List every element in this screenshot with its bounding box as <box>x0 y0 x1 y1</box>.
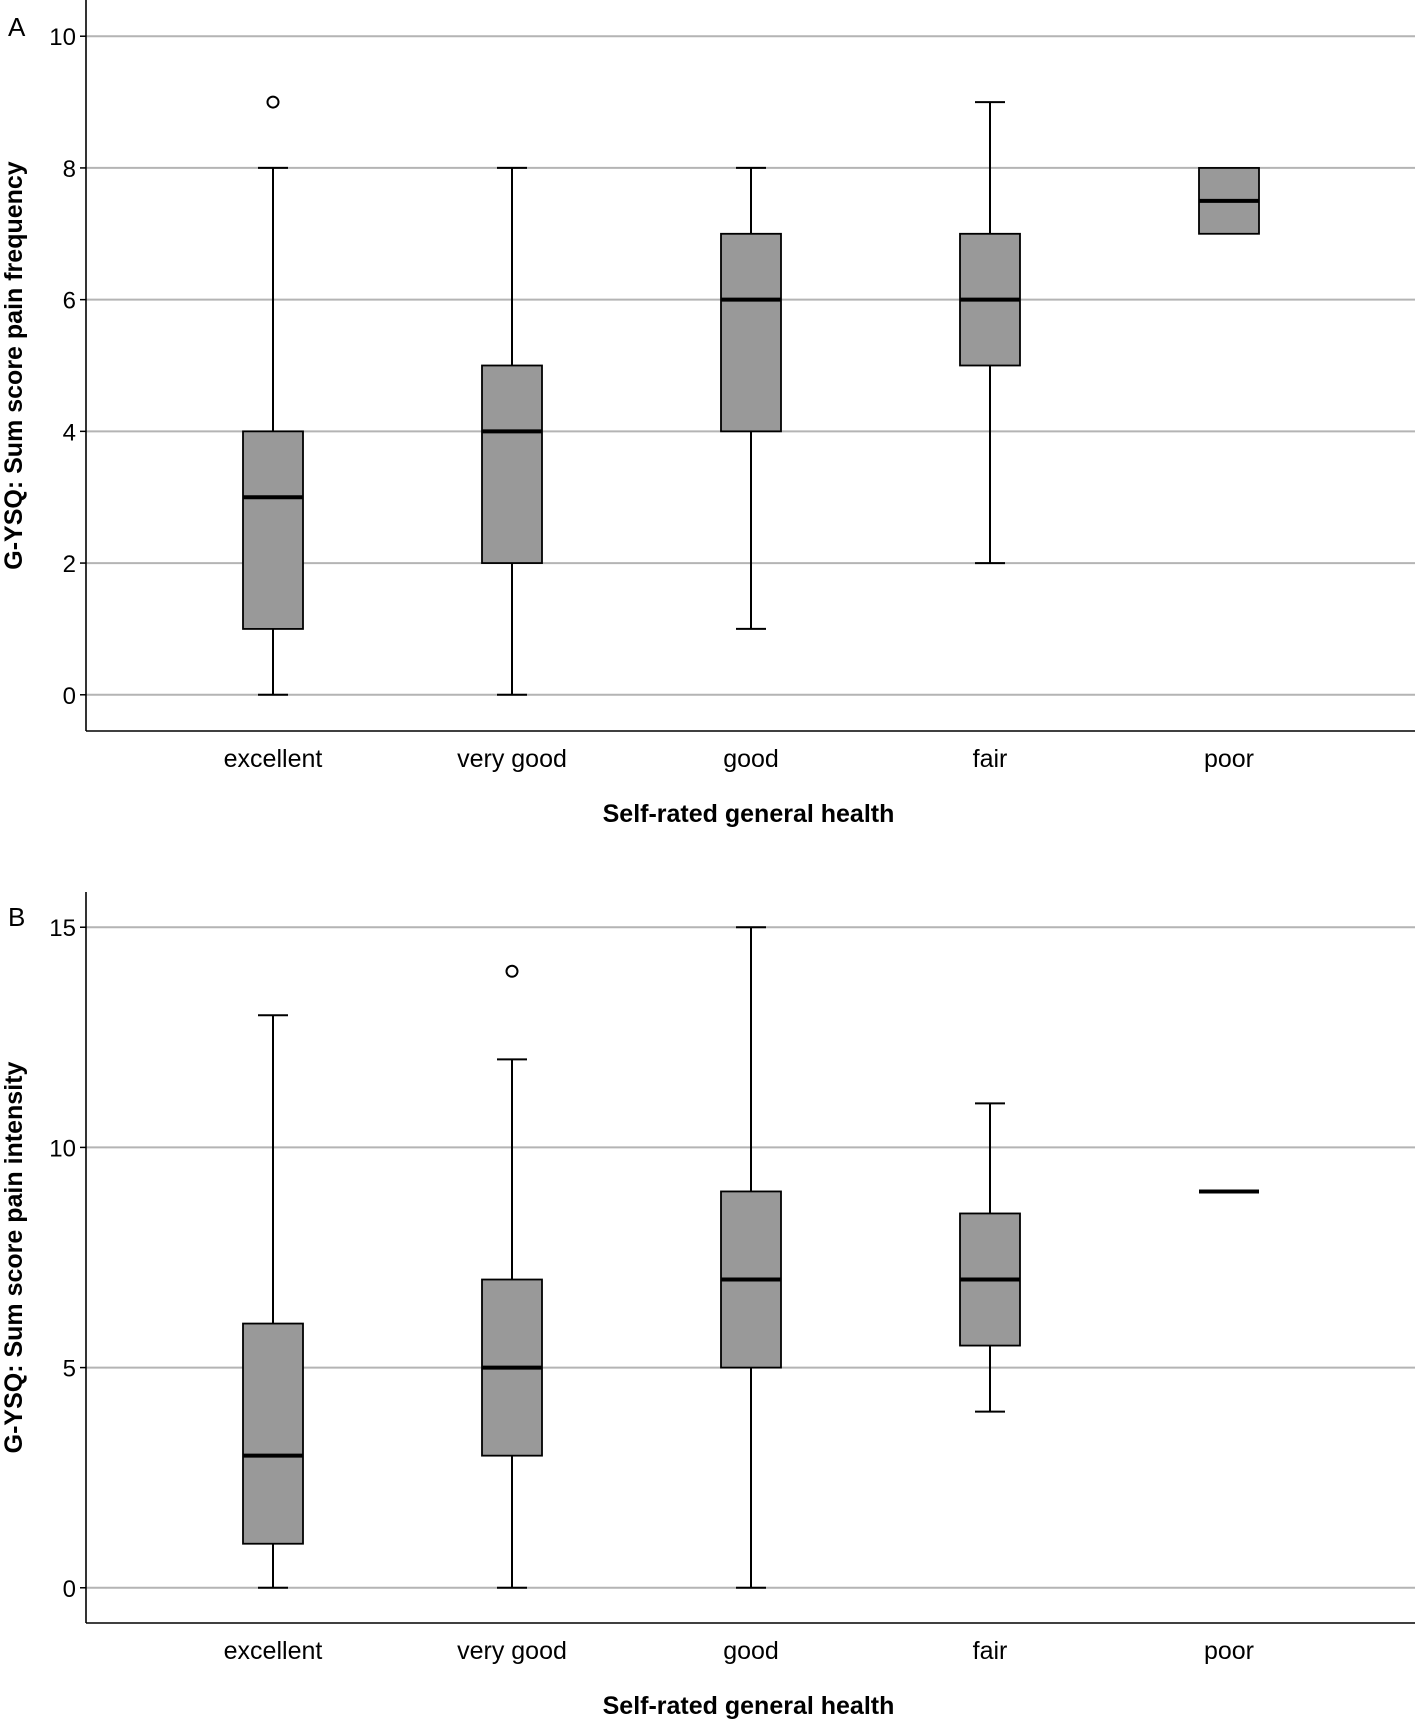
y-axis-title: G-YSQ: Sum score pain intensity <box>0 1062 28 1454</box>
box-fair <box>959 101 1021 565</box>
x-tick-label: good <box>723 1637 779 1665</box>
x-axis-title: Self-rated general health <box>603 1692 895 1720</box>
box-poor <box>1198 167 1260 235</box>
y-tick-label: 4 <box>63 419 76 446</box>
x-tick-label: fair <box>973 1637 1008 1665</box>
box-excellent <box>242 95 304 696</box>
x-tick-label: poor <box>1204 745 1254 773</box>
outlier-point <box>266 95 280 109</box>
y-tick-label: 0 <box>63 683 76 710</box>
panel-letter: B <box>8 902 25 932</box>
box-excellent <box>242 1014 304 1589</box>
box-body <box>242 1322 304 1545</box>
y-tick-label: 10 <box>49 1135 76 1162</box>
box-very-good <box>481 166 543 696</box>
y-tick-label: 6 <box>63 288 76 315</box>
y-tick-label: 8 <box>63 156 76 183</box>
x-tick-label: fair <box>973 745 1008 773</box>
box-body <box>720 232 782 433</box>
y-tick-label: 15 <box>49 915 76 942</box>
y-axis-title: G-YSQ: Sum score pain frequency <box>0 161 28 570</box>
chart-panel-b: B 0 5 10 15 excellent very good good fair poor Sel… <box>0 892 1415 1720</box>
panel-letter: A <box>8 12 26 42</box>
box-very-good <box>481 964 543 1589</box>
x-tick-label: very good <box>457 1637 567 1665</box>
chart-panel-a: A 0 2 4 6 8 10 excellent very good good fair poor Se… <box>0 0 1415 828</box>
y-tick-label: 5 <box>63 1356 76 1383</box>
box-good <box>720 166 782 630</box>
x-axis-title: Self-rated general health <box>603 800 895 828</box>
box-good <box>720 926 782 1589</box>
y-tick-label: 10 <box>49 24 76 51</box>
x-tick-label: good <box>723 745 779 773</box>
y-tick-label: 0 <box>63 1576 76 1603</box>
box-fair <box>959 1102 1021 1413</box>
x-tick-label: excellent <box>224 1637 323 1665</box>
x-tick-label: very good <box>457 745 567 773</box>
y-tick-label: 2 <box>63 551 76 578</box>
x-tick-label: excellent <box>224 745 323 773</box>
box-body <box>242 430 304 630</box>
x-tick-label: poor <box>1204 1637 1254 1665</box>
outlier-point <box>505 964 519 978</box>
box-body <box>481 364 543 564</box>
